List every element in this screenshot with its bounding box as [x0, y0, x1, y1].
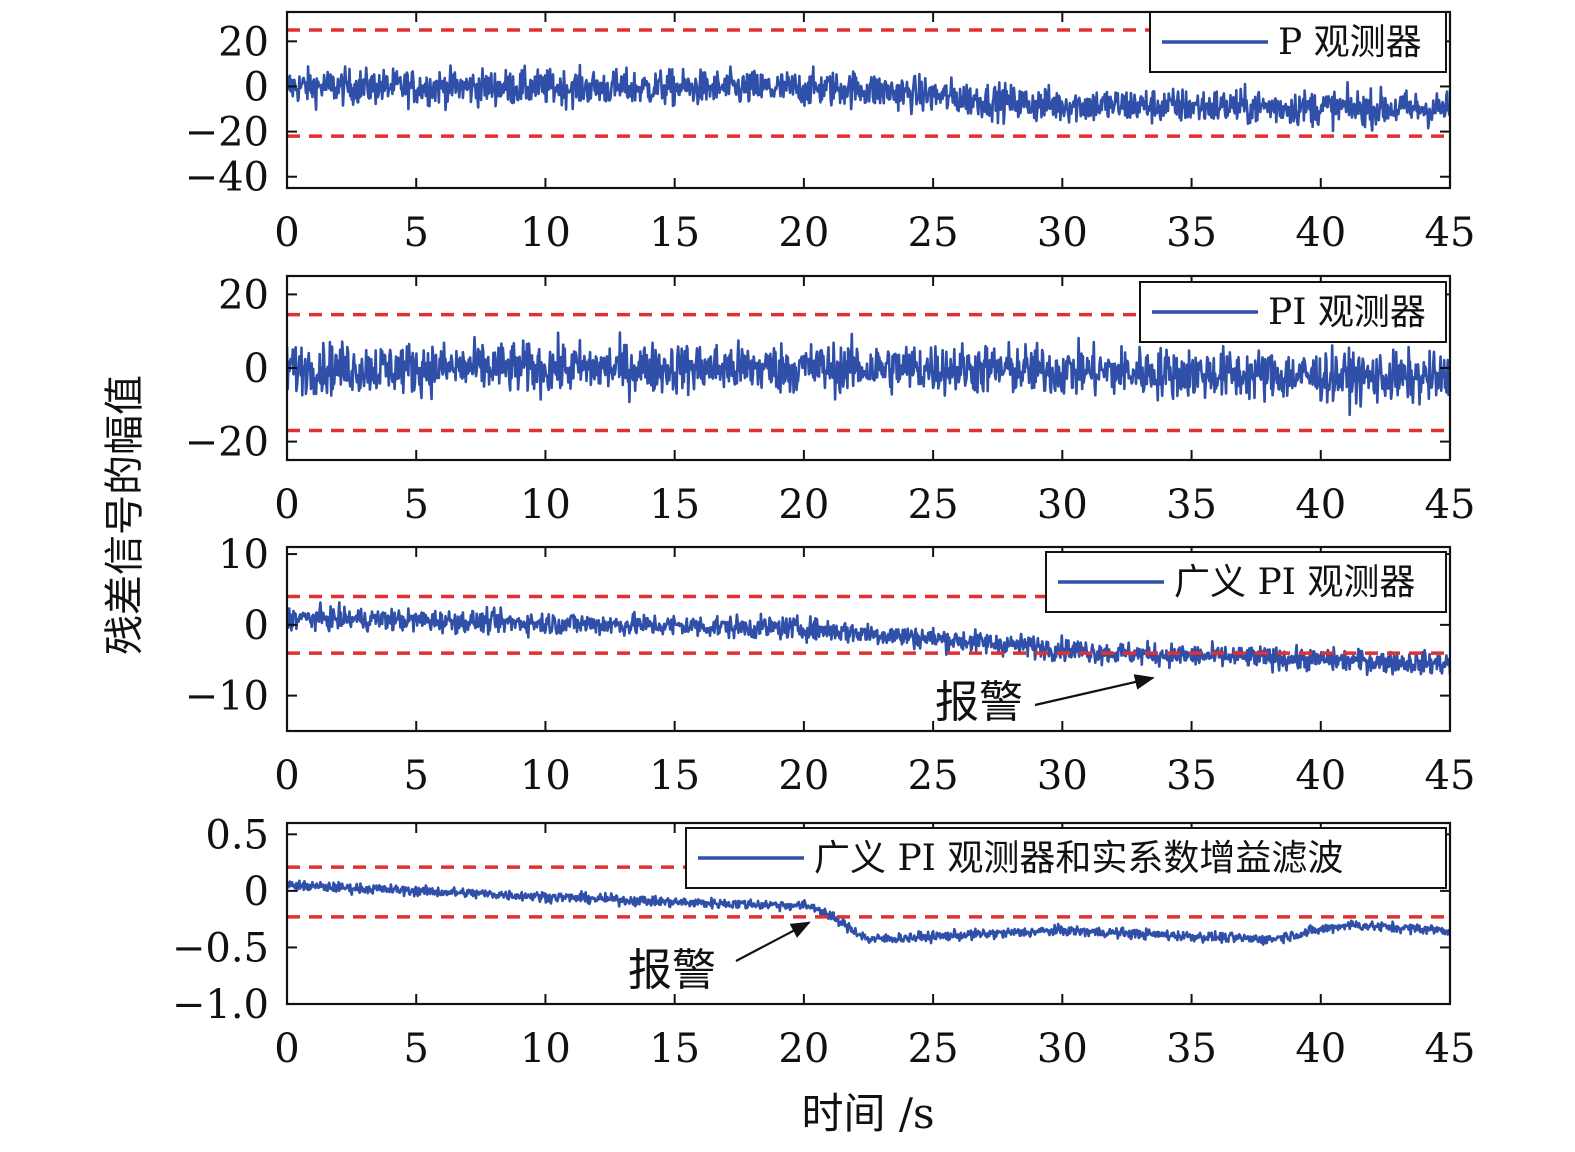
x-tick-label: 10 [520, 1026, 571, 1072]
x-tick-label: 10 [520, 210, 571, 256]
legend: 广义 PI 观测器 [1045, 551, 1447, 613]
legend: PI 观测器 [1139, 281, 1447, 343]
x-tick-label: 15 [649, 482, 700, 528]
legend: 广义 PI 观测器和实系数增益滤波 [685, 827, 1447, 889]
panel-4: 0 5 10 15 20 25 30 35 40 45 0.5 0 −0.5 −1.0 广义 PI 观测器和… [172, 812, 1476, 1072]
x-tick-label: 45 [1425, 1026, 1476, 1072]
y-tick-label: 0 [244, 603, 269, 649]
x-tick-label: 20 [778, 482, 829, 528]
alarm-annotation-arrow [735, 921, 811, 962]
series-line [287, 331, 1450, 417]
x-tick-label: 20 [778, 210, 829, 256]
y-tick-label: 10 [218, 532, 269, 578]
y-tick-label: 0 [244, 346, 269, 392]
x-tick-label: 35 [1166, 1026, 1217, 1072]
legend-label: PI 观测器 [1268, 292, 1426, 333]
y-tick-label: −40 [185, 155, 269, 201]
axes-frame [285, 10, 1452, 190]
x-tick-label: 15 [649, 210, 700, 256]
y-axis-label: 残差信号的幅值 [102, 375, 148, 655]
x-tick-label: 5 [403, 482, 428, 528]
series-line [287, 601, 1450, 677]
x-tick-label: 0 [274, 1026, 299, 1072]
axes-frame [285, 545, 1452, 733]
x-tick-label: 15 [649, 753, 700, 799]
x-tick-label: 45 [1425, 753, 1476, 799]
x-tick-label: 10 [520, 753, 571, 799]
x-tick-label: 0 [274, 482, 299, 528]
x-tick-label: 30 [1037, 210, 1088, 256]
x-tick-label: 25 [908, 210, 959, 256]
alarm-annotation-label: 报警 [628, 945, 716, 996]
y-tick-label: −20 [185, 420, 269, 466]
x-tick-label: 45 [1425, 210, 1476, 256]
legend-box [685, 827, 1447, 889]
x-tick-label: 30 [1037, 1026, 1088, 1072]
x-tick-label: 40 [1295, 753, 1346, 799]
x-tick-label: 15 [649, 1026, 700, 1072]
alarm-annotation-label: 报警 [935, 677, 1023, 728]
x-tick-label: 40 [1295, 1026, 1346, 1072]
x-axis-label: 时间 /s [801, 1089, 934, 1138]
x-tick-label: 30 [1037, 753, 1088, 799]
y-tick-label: −20 [185, 110, 269, 156]
x-tick-label: 20 [778, 1026, 829, 1072]
x-tick-label: 5 [403, 753, 428, 799]
y-tick-label: −1.0 [172, 982, 269, 1028]
axes-frame [285, 821, 1452, 1006]
x-tick-label: 25 [908, 1026, 959, 1072]
x-tick-label: 25 [908, 753, 959, 799]
x-tick-label: 40 [1295, 210, 1346, 256]
x-tick-label: 35 [1166, 753, 1217, 799]
legend-label: 广义 PI 观测器和实系数增益滤波 [814, 838, 1343, 879]
x-tick-label: 35 [1166, 210, 1217, 256]
x-tick-label: 5 [403, 210, 428, 256]
series-line [287, 63, 1450, 133]
y-tick-label: 20 [218, 272, 269, 318]
x-tick-label: 40 [1295, 482, 1346, 528]
x-tick-label: 20 [778, 753, 829, 799]
legend: P 观测器 [1149, 11, 1447, 73]
series-line [287, 879, 1450, 947]
x-tick-label: 25 [908, 482, 959, 528]
x-tick-label: 35 [1166, 482, 1217, 528]
legend-label: 广义 PI 观测器 [1174, 562, 1415, 603]
x-tick-label: 5 [403, 1026, 428, 1072]
y-tick-label: 20 [218, 19, 269, 65]
y-tick-label: 0 [244, 64, 269, 110]
y-tick-label: −10 [185, 674, 269, 720]
y-tick-label: −0.5 [172, 925, 269, 971]
x-tick-label: 0 [274, 210, 299, 256]
x-tick-label: 45 [1425, 482, 1476, 528]
y-tick-label: 0.5 [205, 812, 269, 858]
x-tick-label: 10 [520, 482, 571, 528]
alarm-annotation-arrow [1034, 674, 1155, 707]
legend-label: P 观测器 [1278, 22, 1422, 63]
x-tick-label: 0 [274, 753, 299, 799]
y-tick-label: 0 [244, 869, 269, 915]
x-tick-label: 30 [1037, 482, 1088, 528]
